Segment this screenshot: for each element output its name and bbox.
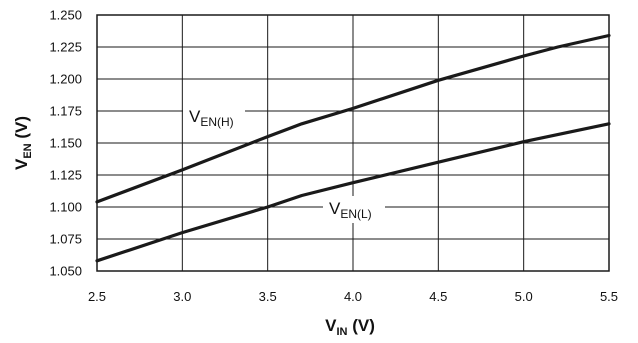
series-label-text: VEN(H) <box>189 107 234 129</box>
plot-frame <box>96 14 610 272</box>
y-tick-label: 1.225 <box>49 40 82 55</box>
series-lines <box>95 33 611 263</box>
series-label-background <box>183 104 245 131</box>
y-tick-label: 1.050 <box>49 264 82 279</box>
y-tick-labels: 1.250 1.225 1.200 1.175 1.150 1.125 1.100 1.075… <box>49 8 82 279</box>
x-axis-label-main: V <box>325 316 337 335</box>
x-tick-label: 5.0 <box>515 289 533 304</box>
x-tick-label: 4.0 <box>344 289 362 304</box>
series-label-main: V <box>189 107 201 126</box>
y-tick-label: 1.125 <box>49 168 82 183</box>
x-tick-label: 3.5 <box>259 289 277 304</box>
x-tick-label: 4.5 <box>429 289 447 304</box>
y-tick-label: 1.200 <box>49 72 82 87</box>
series-label-en-h: VEN(H) <box>183 104 245 131</box>
x-axis-label: VIN (V) <box>325 316 375 338</box>
series-line-en-l <box>95 122 611 263</box>
y-tick-label: 1.150 <box>49 136 82 151</box>
y-tick-label: 1.100 <box>49 200 82 215</box>
y-axis-label: VEN (V) <box>12 116 34 170</box>
y-tick-label: 1.075 <box>49 232 82 247</box>
y-tick-label: 1.175 <box>49 104 82 119</box>
series-label-background <box>323 196 385 223</box>
x-tick-label: 2.5 <box>88 289 106 304</box>
series-line-en-h <box>95 33 611 204</box>
x-axis-label-unit: (V) <box>347 316 374 335</box>
y-tick-label: 1.250 <box>49 8 82 23</box>
series-label-sub: EN(H) <box>200 115 233 129</box>
x-tick-labels: 2.5 3.0 3.5 4.0 4.5 5.0 5.5 <box>88 289 618 304</box>
series-label-text: VEN(L) <box>329 199 372 221</box>
series-label-en-l: VEN(L) <box>323 196 385 223</box>
x-tick-label: 5.5 <box>600 289 618 304</box>
x-axis-label-sub: IN <box>336 326 347 338</box>
series-label-sub: EN(L) <box>340 207 371 221</box>
x-tick-label: 3.0 <box>173 289 191 304</box>
y-axis-label-unit: (V) <box>12 116 31 143</box>
y-axis-label-main: V <box>12 158 31 170</box>
y-axis-label-sub: EN <box>22 143 34 158</box>
series-label-main: V <box>329 199 341 218</box>
